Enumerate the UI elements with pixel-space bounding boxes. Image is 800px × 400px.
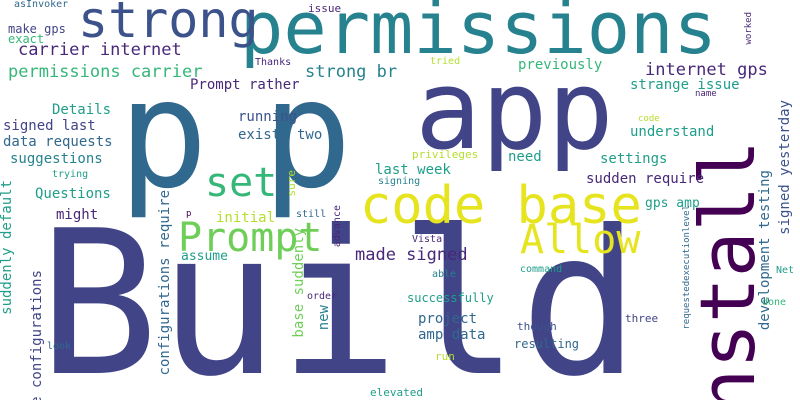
word-code-base: code base	[360, 176, 642, 236]
word-signed-last: signed last	[3, 118, 96, 134]
word-made-signed: made signed	[355, 245, 468, 265]
word-suddenly-default: suddenly default	[0, 180, 15, 315]
word-strong: strong	[78, 0, 259, 49]
word-thanks: Thanks	[255, 57, 292, 68]
word-questions: Questions	[35, 186, 111, 202]
word-phone-configurations: phone configurations	[29, 270, 45, 400]
word-asinvoker: asInvoker	[14, 0, 69, 10]
word-exact: exact	[8, 32, 45, 46]
word-prompt: Prompt	[178, 215, 323, 261]
word-permissions-carrier: permissions carrier	[8, 62, 203, 82]
word-successfully: successfully	[407, 291, 494, 305]
word-settings: settings	[600, 151, 668, 167]
word-signed-yesterday: signed yesterday	[777, 100, 793, 235]
word-tried: tried	[430, 56, 461, 67]
word-issue: issue	[308, 2, 342, 15]
word-resulting: resulting	[514, 337, 580, 351]
word-vista: Vista	[412, 234, 443, 245]
word-p-small: p	[186, 209, 192, 219]
word-p-right: p	[262, 48, 353, 222]
word-requestedexecutionlevel: requestedexecutionlevel	[682, 205, 692, 330]
word-strong-br: strong br	[305, 62, 398, 82]
word-order: order	[307, 291, 338, 302]
word-assume: assume	[181, 249, 228, 264]
word-sure: sure	[285, 170, 298, 197]
word-three: three	[625, 312, 659, 325]
word-look: look	[47, 341, 72, 352]
word-command: command	[520, 264, 563, 275]
word-privileges: privileges	[412, 148, 479, 161]
word-amp-data: amp data	[418, 327, 486, 343]
word-done: done	[762, 297, 787, 308]
word-new: new	[316, 305, 332, 331]
word-previously: previously	[518, 57, 603, 73]
word-project: project	[418, 311, 478, 327]
word-name: name	[695, 89, 717, 99]
word-code: code	[638, 114, 660, 124]
word-advance: advance	[332, 205, 343, 248]
word-carrier-internet: carrier internet	[18, 40, 182, 60]
word-permissions: permissions	[240, 0, 717, 70]
word-prompt-rather: Prompt rather	[190, 77, 300, 93]
word-make-gps: make gps	[8, 22, 66, 36]
word-allow: Allow	[520, 217, 641, 263]
word-run: run	[435, 350, 455, 363]
word-set: set	[205, 160, 278, 206]
word-base-suddenly: base suddenly	[291, 228, 307, 338]
word-able: able	[432, 269, 457, 280]
word-details: Details	[52, 102, 112, 118]
word-data-requests: data requests	[3, 134, 113, 150]
word-understand: understand	[630, 124, 715, 140]
word-running: running	[238, 109, 298, 125]
word-signing: signing	[378, 176, 421, 187]
word-p-left: p	[118, 48, 209, 222]
word-elevated: elevated	[370, 386, 423, 399]
word-net: Net	[776, 265, 795, 276]
word-sudden-require: sudden require	[586, 171, 705, 187]
word-strange-issue: strange issue	[630, 77, 740, 93]
word-app: app	[415, 46, 614, 174]
word-though: though	[517, 320, 557, 333]
word-still: still	[296, 209, 327, 220]
word-configurations-require: configurations require	[157, 190, 173, 376]
word-last-week: last week	[375, 162, 451, 178]
word-build: Build	[38, 188, 641, 400]
word-gps-amp: gps amp	[645, 196, 700, 211]
word-might: might	[56, 207, 99, 223]
word-exists-two: exists two	[238, 127, 323, 143]
word-trying: trying	[52, 169, 89, 180]
word-suggestions: suggestions	[10, 151, 103, 167]
word-internet-gps: internet gps	[645, 60, 768, 80]
word-initial: initial	[216, 210, 276, 226]
word-need: need	[508, 149, 542, 165]
word-worked: worked	[744, 12, 754, 45]
